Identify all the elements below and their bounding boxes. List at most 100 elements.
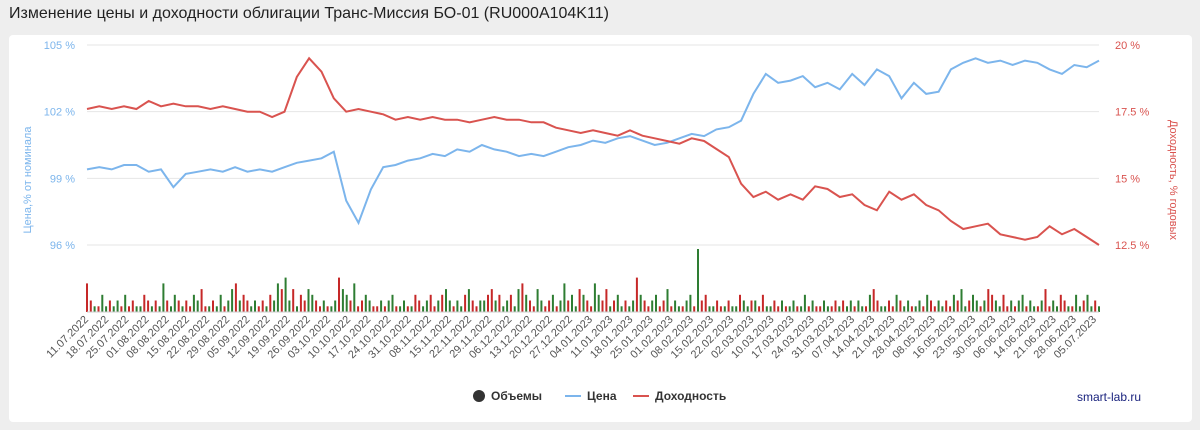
- volume-bar: [784, 306, 787, 312]
- volume-bar: [544, 306, 547, 312]
- volume-bar: [716, 300, 719, 312]
- volume-bar: [1029, 300, 1032, 312]
- volume-bar: [613, 300, 615, 312]
- volume-bar: [456, 300, 459, 312]
- volume-bar: [910, 306, 913, 312]
- left-tick-label: 99 %: [50, 173, 75, 185]
- volume-bar: [334, 300, 337, 312]
- volume-bar: [185, 300, 188, 312]
- volume-bar: [975, 300, 978, 312]
- legend-volume-label[interactable]: Объемы: [491, 389, 542, 403]
- volume-bar: [288, 300, 291, 312]
- volume-bar: [647, 306, 650, 312]
- volume-bar: [399, 306, 402, 312]
- volume-bar: [1014, 306, 1016, 312]
- volume-bar: [639, 294, 642, 312]
- volume-bar: [823, 300, 825, 312]
- volume-bar: [532, 306, 535, 312]
- yield-series-line: [86, 56, 1100, 246]
- volume-bar: [731, 306, 734, 312]
- volume-bar: [574, 306, 577, 312]
- volume-bar: [643, 300, 646, 312]
- volume-bar: [727, 300, 730, 312]
- volume-bar: [479, 300, 482, 312]
- volume-bar: [865, 306, 867, 312]
- volume-bar: [276, 283, 279, 312]
- volume-bar: [131, 300, 134, 312]
- volume-bar: [811, 300, 814, 312]
- volume-bar: [128, 306, 130, 312]
- volume-bar: [571, 294, 573, 312]
- volume-bar: [1025, 306, 1028, 312]
- volume-bar: [620, 306, 623, 312]
- right-axis-ticks: 20 % 17.5 % 15 % 12.5 %: [1115, 40, 1149, 252]
- volume-bar: [964, 306, 967, 312]
- volume-bar: [246, 300, 249, 312]
- volume-bar: [941, 306, 944, 312]
- right-tick-label: 17.5 %: [1115, 107, 1149, 119]
- volume-bar: [1036, 306, 1039, 312]
- volume-bar: [960, 289, 963, 312]
- volume-bar: [1052, 300, 1055, 312]
- volume-bar: [945, 300, 948, 312]
- volume-bar: [735, 306, 738, 312]
- volume-bar: [299, 294, 302, 312]
- volume-bar: [265, 306, 268, 312]
- volume-bar: [632, 300, 635, 312]
- volume-bar: [708, 306, 711, 312]
- brand-link[interactable]: smart-lab.ru: [1077, 390, 1141, 404]
- volume-bar: [670, 306, 673, 312]
- legend-yield-label[interactable]: Доходность: [655, 389, 726, 403]
- volume-bar: [292, 289, 295, 312]
- volume-bar: [139, 306, 142, 312]
- volume-bar: [693, 306, 696, 312]
- volume-bar: [223, 306, 226, 312]
- volume-bar: [120, 306, 123, 312]
- volume-bar: [926, 294, 929, 312]
- volume-bar: [200, 289, 203, 312]
- legend-volume-marker[interactable]: [473, 390, 485, 402]
- volume-bar: [838, 306, 841, 312]
- volume-bar: [410, 306, 413, 312]
- chart-card: 105 % 102 % 99 % 96 % 20 % 17.5 % 15 % 12.5 % …: [9, 35, 1192, 422]
- volume-bar: [208, 306, 211, 312]
- volume-bar: [1059, 294, 1062, 312]
- volume-bar: [697, 249, 699, 312]
- legend-price-label[interactable]: Цена: [587, 389, 617, 403]
- price-series-line: [86, 57, 1100, 226]
- volume-bar: [1063, 300, 1066, 312]
- volume-bar: [124, 294, 127, 312]
- volume-bar: [319, 306, 321, 312]
- volume-bar: [517, 289, 520, 312]
- volume-bar: [529, 300, 531, 312]
- volume-bar: [215, 306, 218, 312]
- volume-bar: [800, 306, 803, 312]
- volume-bar: [1090, 306, 1093, 312]
- volume-bar: [429, 294, 432, 312]
- volume-bar: [582, 294, 585, 312]
- volume-bar: [89, 300, 92, 312]
- volume-bars: [86, 249, 1100, 313]
- volume-bar: [559, 300, 562, 312]
- volume-bar: [345, 294, 348, 312]
- volume-bar: [483, 300, 486, 312]
- volume-bar: [834, 300, 837, 312]
- volume-bar: [86, 283, 88, 312]
- volume-bar: [907, 300, 910, 312]
- volume-bar: [1078, 306, 1081, 312]
- volume-bar: [261, 300, 264, 312]
- volume-bar: [857, 300, 860, 312]
- volume-bar: [204, 306, 207, 312]
- volume-bar: [746, 306, 749, 312]
- volume-bar: [1056, 306, 1058, 312]
- volume-bar: [284, 277, 287, 312]
- volume-bar: [872, 289, 875, 312]
- volume-bar: [548, 300, 551, 312]
- volume-bar: [849, 300, 852, 312]
- volume-bar: [842, 300, 845, 312]
- volume-bar: [330, 306, 333, 312]
- volume-bar: [452, 306, 455, 312]
- volume-bar: [242, 294, 245, 312]
- volume-bar: [296, 306, 298, 312]
- volume-bar: [987, 289, 990, 312]
